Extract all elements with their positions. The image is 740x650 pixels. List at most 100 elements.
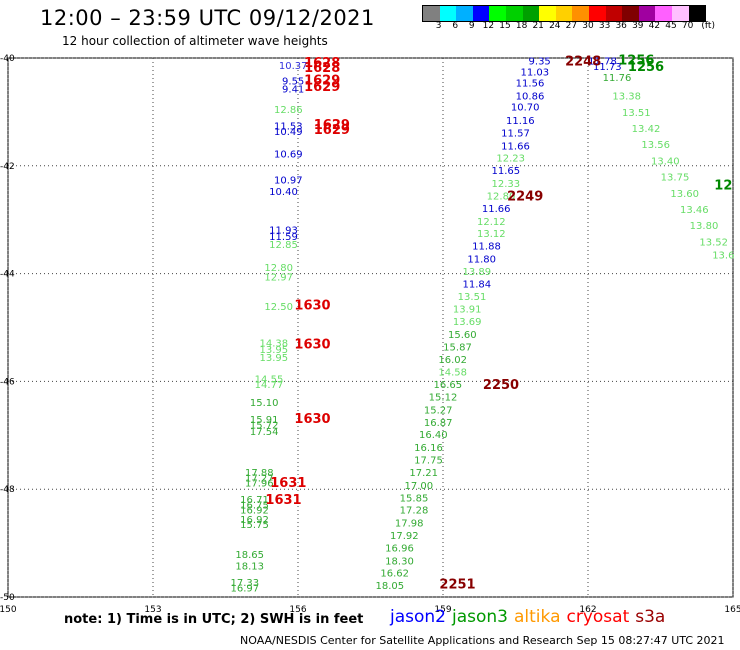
satellite-legend-cryosat: cryosat: [566, 607, 630, 627]
colorbar-swatch: [622, 6, 639, 21]
pass-time-label: 1629: [314, 118, 350, 133]
pass-time-label: 1630: [294, 338, 330, 353]
wave-height-point: 12.97: [264, 272, 293, 283]
wave-height-point: 14.38: [260, 339, 289, 350]
wave-height-point: 15.60: [448, 330, 477, 341]
x-tick-label: 165: [724, 605, 740, 615]
wave-height-point: 10.49: [274, 127, 303, 138]
wave-height-point: 16.62: [380, 569, 409, 580]
wave-height-point: 11.88: [472, 242, 501, 253]
wave-height-point: 17.88: [245, 468, 274, 479]
colorbar-swatch: [671, 6, 689, 21]
wave-height-point: 11.53: [274, 121, 303, 132]
wave-height-point: 13.69: [453, 317, 482, 328]
wave-height-point: 18.65: [235, 550, 264, 561]
y-tick-label: -40: [0, 54, 15, 64]
wave-height-point: 17.92: [390, 531, 419, 542]
y-tick-label: -42: [0, 162, 15, 172]
colorbar-unit: (ft): [701, 21, 715, 31]
pass-time-label: 1631: [270, 476, 306, 491]
page-title: 12:00 – 23:59 UTC 09/12/2021: [40, 6, 375, 30]
wave-height-point: 15.87: [443, 342, 472, 353]
x-tick-label: 153: [144, 605, 161, 615]
pass-time-label: 1629: [314, 123, 350, 138]
wave-height-point: 10.70: [511, 103, 540, 114]
wave-height-point: 17.28: [400, 506, 429, 517]
wave-height-point: 11.78: [588, 57, 617, 68]
credit-text: NOAA/NESDIS Center for Satellite Applica…: [240, 634, 725, 647]
y-tick-label: -44: [0, 270, 15, 280]
colorbar-swatch: [423, 6, 440, 21]
colorbar-swatch: [439, 6, 457, 21]
pass-time-label: 1256: [618, 54, 654, 69]
wave-height-point: 9.35: [529, 57, 551, 68]
colorbar-swatch: [489, 6, 506, 21]
satellite-legend-altika: altika: [514, 607, 561, 627]
wave-height-point: 11.73: [593, 62, 622, 73]
pass-time-label: 1630: [294, 412, 330, 427]
colorbar-tick: 33: [598, 21, 611, 31]
wave-height-point: 10.86: [516, 92, 545, 103]
wave-height-point: 15.10: [250, 398, 279, 409]
colorbar-swatch: [505, 6, 523, 21]
wave-height-point: 17.21: [409, 468, 438, 479]
wave-height-point: 11.66: [501, 141, 530, 152]
wave-height-point: 18.13: [235, 562, 264, 573]
colorbar-tick: 36: [615, 21, 627, 31]
wave-height-point: 15.27: [424, 405, 453, 416]
page-subtitle: 12 hour collection of altimeter wave hei…: [62, 34, 328, 48]
colorbar-tick: 18: [515, 21, 528, 31]
wave-height-point: 9.41: [282, 85, 304, 96]
wave-height-point: 17.98: [395, 519, 424, 530]
colorbar-tick: 6: [452, 21, 459, 31]
colorbar-swatch: [555, 6, 573, 21]
wave-height-point: 10.97: [274, 175, 303, 186]
colorbar-tick: 70: [681, 21, 694, 31]
wave-height-point: 17.27: [245, 473, 274, 484]
wave-height-point: 17.33: [231, 578, 260, 589]
pass-time-label: 1630: [294, 298, 330, 313]
pass-time-label: 12: [714, 179, 732, 194]
wave-height-point: 12.50: [264, 302, 293, 313]
wave-height-point: 15.75: [240, 520, 269, 531]
wave-height-point: 17.54: [250, 427, 279, 438]
wave-height-point: 14.55: [255, 375, 284, 386]
colorbar-swatch: [655, 6, 672, 21]
wave-height-point: 13.46: [680, 205, 709, 216]
wave-height-point: 13.75: [661, 173, 690, 184]
wave-height-point: 15.91: [250, 415, 279, 426]
wave-height-point: 14.58: [438, 368, 467, 379]
wave-height-point: 11.80: [467, 255, 496, 266]
wave-height-point: 16.71: [240, 495, 269, 506]
x-tick-label: 150: [0, 605, 17, 615]
wave-height-point: 13.51: [458, 292, 487, 303]
satellite-legend: jason2 jason3 altika cryosat s3a: [390, 607, 671, 627]
wave-height-point: 11.16: [506, 116, 535, 127]
wave-height-point: 17.96: [245, 479, 274, 490]
pass-time-label: 1628: [304, 56, 340, 71]
wave-height-point: 12.12: [477, 217, 506, 228]
colorbar-tick: 9: [468, 21, 475, 31]
colorbar-tick: 24: [549, 21, 561, 31]
satellite-legend-s3a: s3a: [635, 607, 666, 627]
wave-height-point: 11.56: [516, 78, 545, 89]
wave-height-point: 14.77: [255, 380, 284, 391]
wave-height-point: 17.75: [414, 456, 443, 467]
colorbar: [422, 5, 707, 22]
wave-height-point: 11.66: [482, 204, 511, 215]
colorbar-tick: 45: [665, 21, 677, 31]
wave-height-point: 11.84: [463, 279, 492, 290]
pass-time-label: 2248: [565, 55, 601, 70]
pass-time-label: 2250: [483, 378, 519, 393]
colorbar-tick: 21: [532, 21, 544, 31]
colorbar-tick: 30: [582, 21, 594, 31]
wave-height-point: 15.72: [250, 421, 279, 432]
satellite-legend-jason3: jason3: [452, 607, 508, 627]
pass-time-label: 1256: [628, 60, 664, 75]
colorbar-ticks: 3 6 9 12 15 18 21 24 27 30 33 36 39 42 45 70 (ft): [422, 21, 740, 35]
colorbar-tick: 27: [565, 21, 578, 31]
note-text: note: 1) Time is in UTC; 2) SWH is in fe…: [64, 612, 364, 627]
pass-time-label: 1631: [265, 493, 301, 508]
wave-height-point: 13.6: [712, 251, 734, 262]
plot-frame: [7, 57, 734, 598]
